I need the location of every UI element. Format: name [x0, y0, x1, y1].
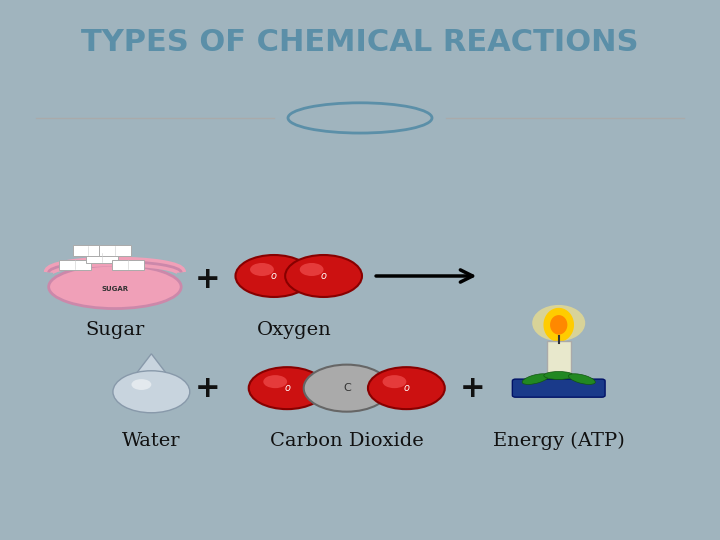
FancyBboxPatch shape	[99, 245, 131, 256]
Circle shape	[250, 263, 274, 276]
Circle shape	[248, 367, 325, 409]
Text: o: o	[320, 271, 327, 281]
Text: Energy (ATP): Energy (ATP)	[493, 431, 624, 450]
Text: +: +	[195, 374, 220, 403]
Ellipse shape	[522, 374, 549, 384]
Text: o: o	[271, 271, 277, 281]
FancyBboxPatch shape	[112, 260, 144, 270]
Text: +: +	[460, 374, 485, 403]
Ellipse shape	[532, 305, 585, 341]
Text: Water: Water	[122, 431, 181, 450]
Text: Sugar: Sugar	[85, 321, 145, 339]
Text: Carbon Dioxide: Carbon Dioxide	[270, 431, 423, 450]
Ellipse shape	[569, 374, 595, 384]
Circle shape	[264, 375, 287, 388]
Circle shape	[132, 379, 151, 390]
Circle shape	[300, 263, 323, 276]
Text: o: o	[284, 383, 290, 393]
Circle shape	[368, 367, 445, 409]
FancyBboxPatch shape	[513, 379, 605, 397]
Ellipse shape	[544, 372, 574, 380]
Text: TYPES OF CHEMICAL REACTIONS: TYPES OF CHEMICAL REACTIONS	[81, 28, 639, 57]
Circle shape	[113, 371, 190, 413]
Text: Oxygen: Oxygen	[256, 321, 331, 339]
Polygon shape	[551, 316, 567, 334]
FancyBboxPatch shape	[546, 341, 571, 384]
Circle shape	[382, 375, 406, 388]
Circle shape	[304, 364, 390, 411]
FancyBboxPatch shape	[86, 253, 117, 263]
Polygon shape	[135, 354, 168, 375]
Circle shape	[285, 255, 362, 297]
Text: o: o	[403, 383, 410, 393]
Text: SUGAR: SUGAR	[102, 286, 128, 292]
Polygon shape	[544, 308, 573, 341]
Text: +: +	[195, 265, 220, 294]
Ellipse shape	[49, 265, 181, 308]
FancyBboxPatch shape	[59, 260, 91, 270]
Circle shape	[235, 255, 312, 297]
FancyBboxPatch shape	[73, 245, 104, 256]
Text: C: C	[343, 383, 351, 393]
